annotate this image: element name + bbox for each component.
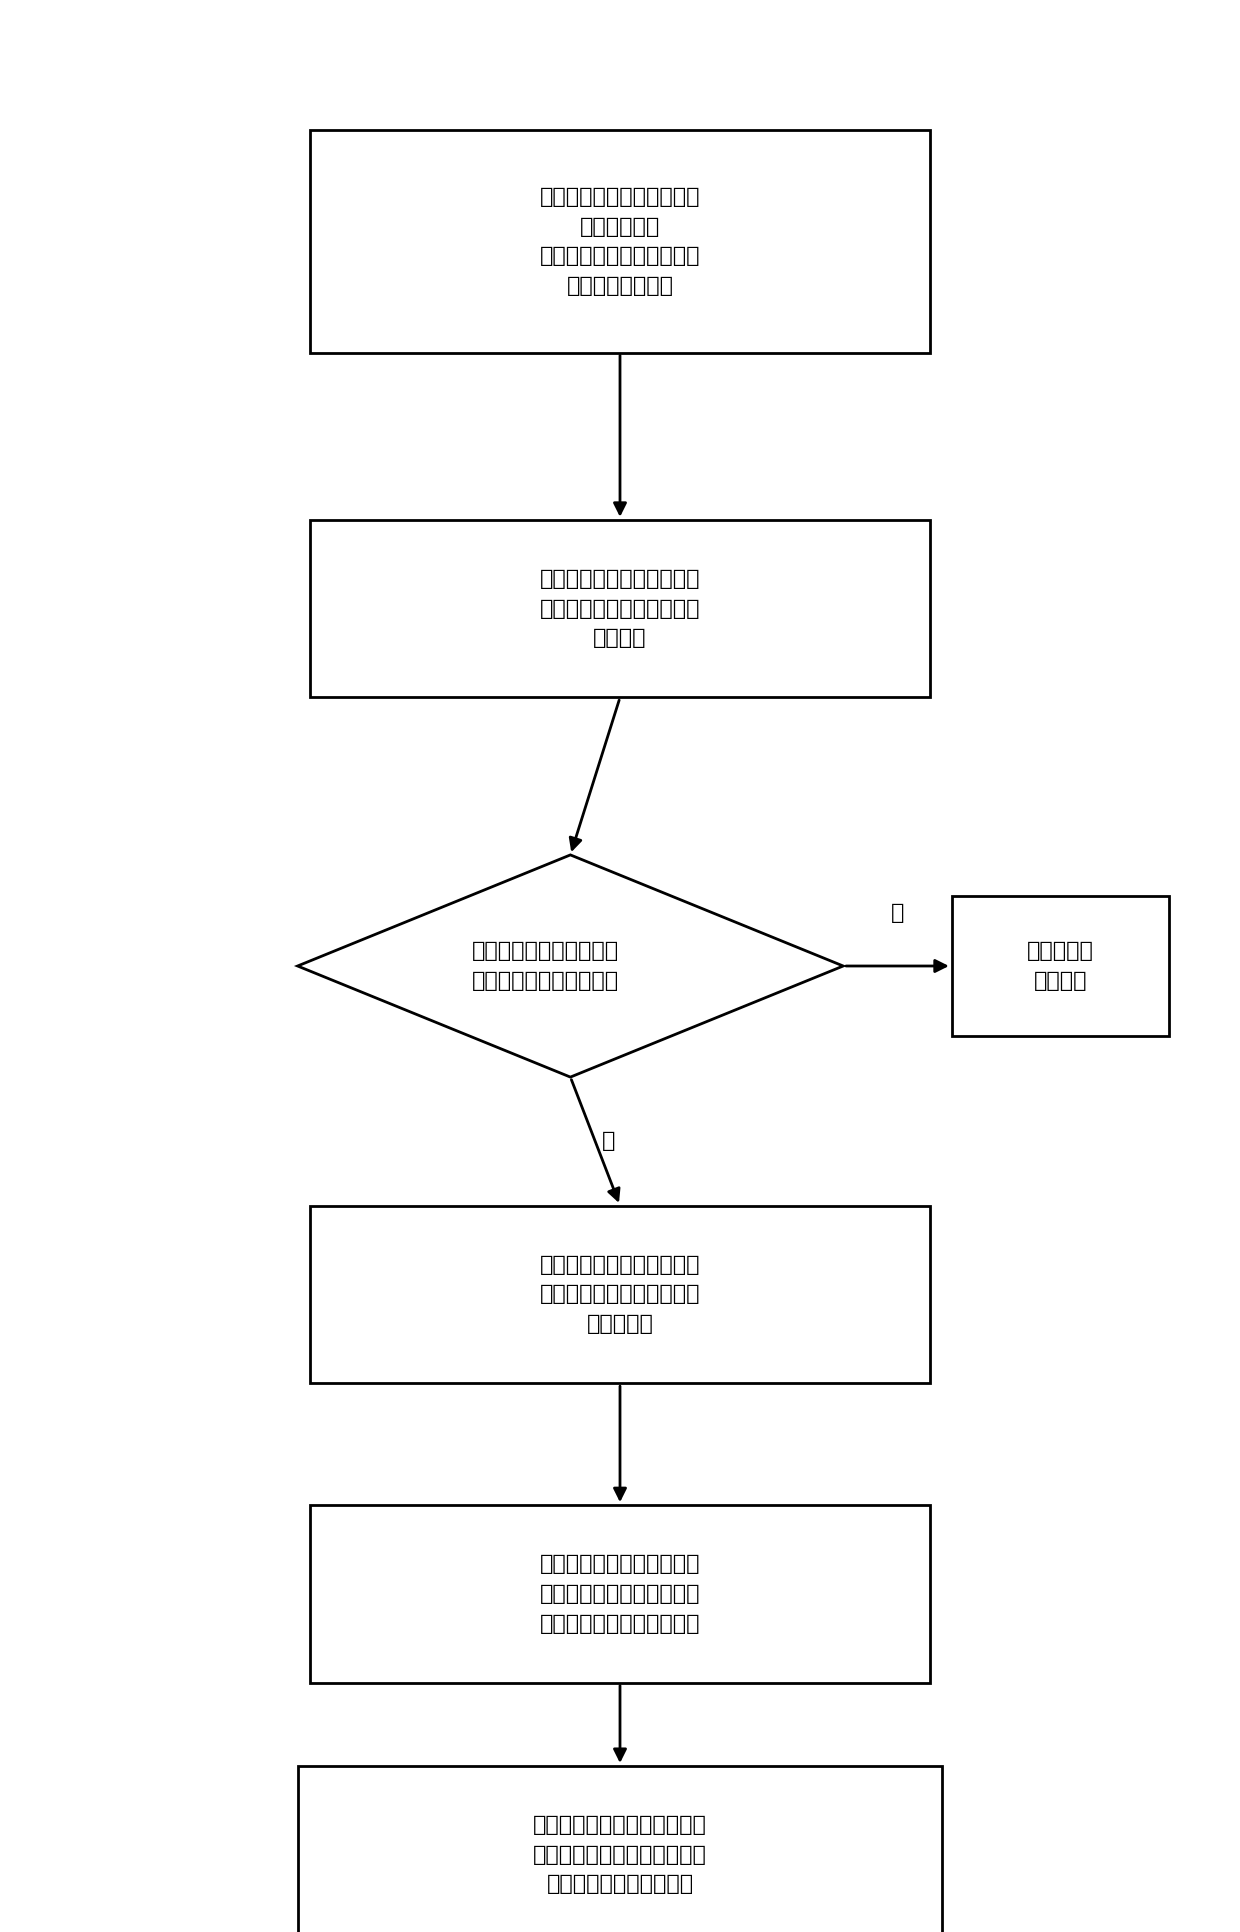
Text: 是: 是 — [601, 1132, 615, 1151]
Text: 量化后的信道矢量方向落
在基站端码本集合内吗？: 量化后的信道矢量方向落 在基站端码本集合内吗？ — [472, 941, 619, 991]
Text: 不参与向基
站的反馈: 不参与向基 站的反馈 — [1027, 941, 1094, 991]
FancyBboxPatch shape — [298, 1766, 942, 1932]
Text: 基站根据参与反馈用户的的
反馈信息和基站端的随机矢
量码本进行用户信道的重构: 基站根据参与反馈用户的的 反馈信息和基站端的随机矢 量码本进行用户信道的重构 — [539, 1555, 701, 1633]
Text: 否: 否 — [890, 904, 904, 923]
FancyBboxPatch shape — [310, 1206, 930, 1383]
FancyBboxPatch shape — [952, 896, 1168, 1036]
FancyBboxPatch shape — [310, 1505, 930, 1683]
Polygon shape — [298, 854, 843, 1078]
Text: 用户向基站反馈信道增益和
基于基站随机矢量码本集合
的矢量索引: 用户向基站反馈信道增益和 基于基站随机矢量码本集合 的矢量索引 — [539, 1256, 701, 1333]
Text: 每个用户量化信道矢量方向
（基于用户端的随机矢量码
本集合）: 每个用户量化信道矢量方向 （基于用户端的随机矢量码 本集合） — [539, 570, 701, 647]
FancyBboxPatch shape — [310, 131, 930, 352]
FancyBboxPatch shape — [310, 520, 930, 697]
Text: 建立基站端和用户端的随机
矢量码本集合
（基站端码本集合是用户端
码本集合的子集）: 建立基站端和用户端的随机 矢量码本集合 （基站端码本集合是用户端 码本集合的子集… — [539, 187, 701, 296]
Text: 基站端根据重构的用户信道信
息只在所有参与反馈的用户中
进行传输用户集合的选择: 基站端根据重构的用户信道信 息只在所有参与反馈的用户中 进行传输用户集合的选择 — [533, 1816, 707, 1893]
